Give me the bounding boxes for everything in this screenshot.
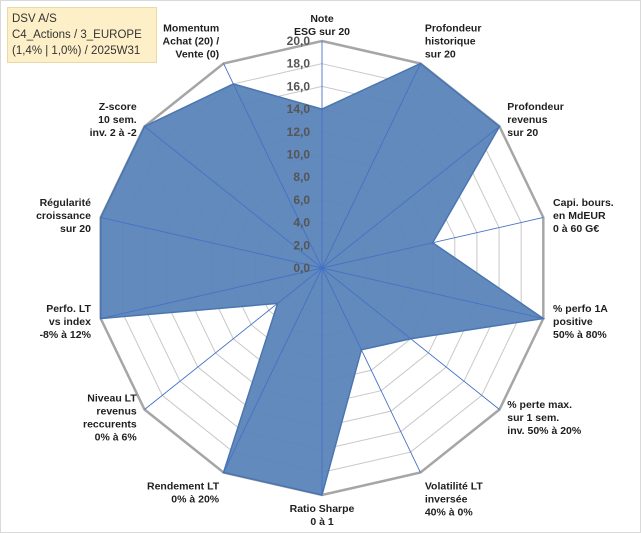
tick-label: 4,0 <box>293 216 310 230</box>
tick-label: 10,0 <box>287 148 311 162</box>
axis-label-line: Perfo. LT <box>46 303 91 315</box>
axis-label: Volatilité LT inversée 40% à 0% <box>425 481 484 519</box>
axis-label: % perte max. sur 1 sem. inv. 50% à 20% <box>507 399 582 437</box>
spoke <box>144 267 323 410</box>
axis-label-line: -8% à 12% <box>40 329 92 341</box>
axis-label-line: 10 sem. <box>98 114 137 126</box>
axis-label-line: Niveau LT <box>87 393 137 405</box>
axis-label: Régularité croissance sur 20 <box>36 197 91 235</box>
axis-label-line: historique <box>425 35 476 47</box>
axis-label-line: Note <box>310 13 333 25</box>
tick-label: 20,0 <box>287 34 311 48</box>
axis-label: Capi. bours. en MdEUR 0 à 60 G€ <box>553 197 614 235</box>
axis-label-line: 0% à 6% <box>95 432 138 444</box>
axis-label-line: 40% à 0% <box>425 507 474 519</box>
axis-label-line: revenus <box>96 406 136 418</box>
axis-label: Ratio Sharpe 0 à 1 <box>290 503 355 528</box>
spoke <box>144 126 323 269</box>
tick-label: 12,0 <box>287 125 311 139</box>
axis-label: % perfo 1A positive 50% à 80% <box>553 303 608 341</box>
axis-label-line: Ratio Sharpe <box>290 503 355 515</box>
axis-label-line: sur 20 <box>60 223 91 235</box>
spoke <box>100 267 323 319</box>
axis-label-line: vs index <box>49 316 91 328</box>
axis-label-line: revenus <box>507 114 547 126</box>
axis-label-line: 0 à 60 G€ <box>553 223 599 235</box>
axis-label-line: Profondeur <box>425 22 482 34</box>
axis-label-line: 50% à 80% <box>553 329 607 341</box>
axis-label-line: sur 20 <box>507 127 538 139</box>
axis-label-line: ESG sur 20 <box>294 26 350 38</box>
spoke <box>321 63 421 269</box>
axis-label-line: % perfo 1A <box>553 303 608 315</box>
axis-label-line: Vente (0) <box>175 48 219 60</box>
chart-title-line1: DSV A/S <box>12 13 57 25</box>
spoke <box>321 217 544 269</box>
axis-label: Profondeur historique sur 20 <box>425 22 482 60</box>
axis-labels: Note ESG sur 20 Profondeur historique sur 20… <box>36 13 614 528</box>
axis-label-line: Momentum <box>163 22 219 34</box>
axis-label: Momentum Achat (20) / Vente (0) <box>163 22 220 60</box>
chart-title-box: DSV A/S C4_Actions / 3_EUROPE (1,4% | 1,… <box>7 7 157 63</box>
tick-labels: 0,0 2,0 4,0 6,0 8,0 10,0 12,0 14,0 16,0 18,0 20,0 <box>287 34 311 275</box>
spoke <box>321 126 500 269</box>
axis-label-line: Volatilité LT <box>425 481 484 493</box>
axis-label-line: sur 1 sem. <box>507 412 559 424</box>
tick-label: 8,0 <box>293 170 310 184</box>
spokes <box>100 41 544 495</box>
tick-label: 2,0 <box>293 238 310 252</box>
axis-label-line: en MdEUR <box>553 210 606 222</box>
spoke <box>100 217 323 269</box>
axis-label-line: reccurents <box>83 419 137 431</box>
axis-label: Perfo. LT vs index -8% à 12% <box>40 303 92 341</box>
spoke <box>321 267 421 473</box>
spoke <box>223 267 323 473</box>
tick-label: 0,0 <box>293 261 310 275</box>
tick-label: 6,0 <box>293 193 310 207</box>
axis-label-line: inv. 2 à -2 <box>90 127 137 139</box>
spoke <box>223 63 323 269</box>
axis-label-line: Profondeur <box>507 101 564 113</box>
chart-title-line2: C4_Actions / 3_EUROPE <box>12 29 142 41</box>
axis-label-line: croissance <box>36 210 91 222</box>
axis-label-line: inv. 50% à 20% <box>507 425 582 437</box>
axis-label-line: 0% à 20% <box>171 494 220 506</box>
spoke <box>321 267 544 319</box>
axis-label: Rendement LT 0% à 20% <box>147 481 220 506</box>
axis-label-line: Capi. bours. <box>553 197 614 209</box>
axis-label-line: sur 20 <box>425 48 456 60</box>
axis-label-line: positive <box>553 316 593 328</box>
axis-label-line: Z-score <box>99 101 137 113</box>
axis-label: Profondeur revenus sur 20 <box>507 101 564 139</box>
axis-label: Niveau LT revenus reccurents 0% à 6% <box>83 393 137 444</box>
axis-label: Note ESG sur 20 <box>294 13 350 38</box>
axis-label-line: % perte max. <box>507 399 572 411</box>
tick-label: 16,0 <box>287 79 311 93</box>
tick-label: 14,0 <box>287 102 311 116</box>
spoke <box>321 267 500 410</box>
axis-label-line: inversée <box>425 494 468 506</box>
tick-label: 18,0 <box>287 57 311 71</box>
axis-label: Z-score 10 sem. inv. 2 à -2 <box>90 101 137 139</box>
chart-title-line3: (1,4% | 1,0%) / 2025W31 <box>12 45 141 57</box>
axis-label-line: Achat (20) / <box>163 35 220 47</box>
axis-label-line: 0 à 1 <box>310 516 334 528</box>
axis-label-line: Rendement LT <box>147 481 220 493</box>
axis-label-line: Régularité <box>40 197 92 209</box>
